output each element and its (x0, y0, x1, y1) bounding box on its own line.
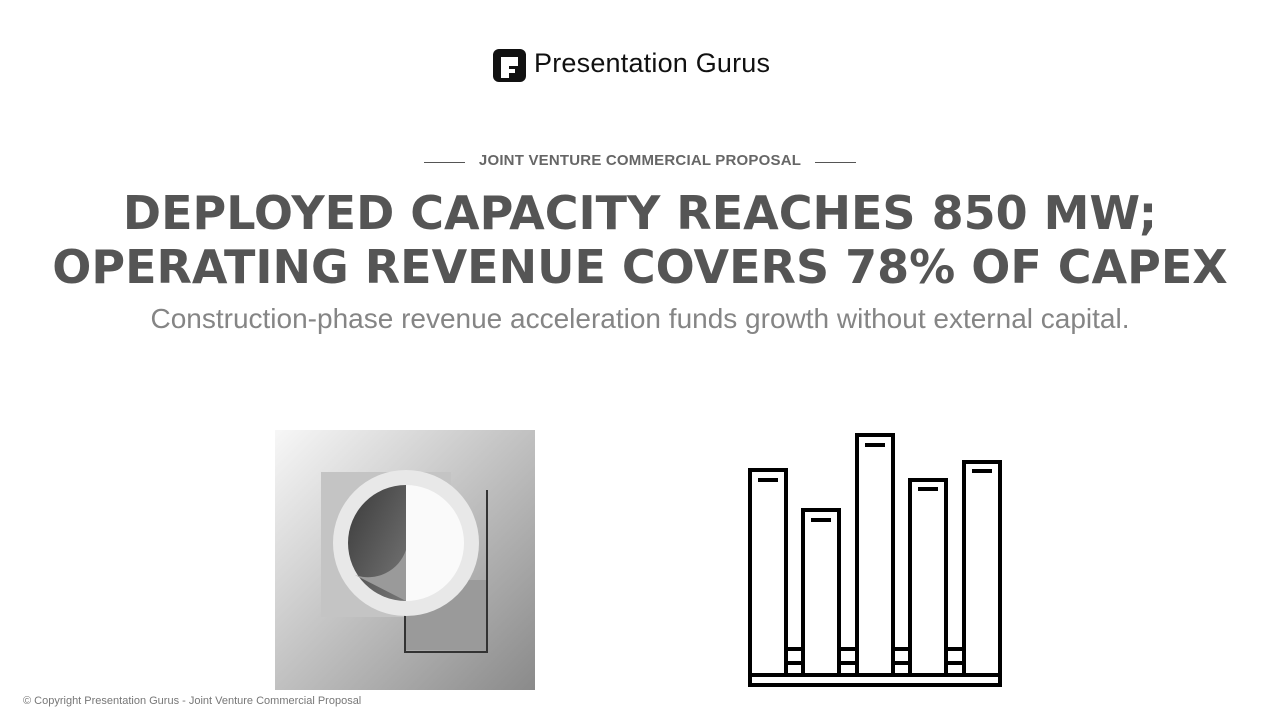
kicker: JOINT VENTURE COMMERCIAL PROPOSAL (478, 152, 802, 169)
subtitle: Construction-phase revenue acceleration … (150, 303, 1130, 334)
bar-chart-icon (748, 433, 1002, 687)
title-line: DEPLOYED CAPACITY REACHES 850 MW; (122, 186, 1158, 240)
title: DEPLOYED CAPACITY REACHES 850 MW; OPERAT… (0, 186, 1280, 294)
kicker-rule (815, 162, 856, 163)
kicker-rule (424, 162, 465, 163)
footer: © Copyright Presentation Gurus - Joint V… (23, 695, 362, 707)
title-line: OPERATING REVENUE COVERS 78% OF CAPEX (52, 240, 1228, 294)
kicker-wrap: JOINT VENTURE COMMERCIAL PROPOSAL (0, 152, 1280, 170)
logo-icon (493, 49, 526, 82)
illustration (275, 430, 535, 690)
brand-name: Presentation Gurus (534, 48, 771, 78)
